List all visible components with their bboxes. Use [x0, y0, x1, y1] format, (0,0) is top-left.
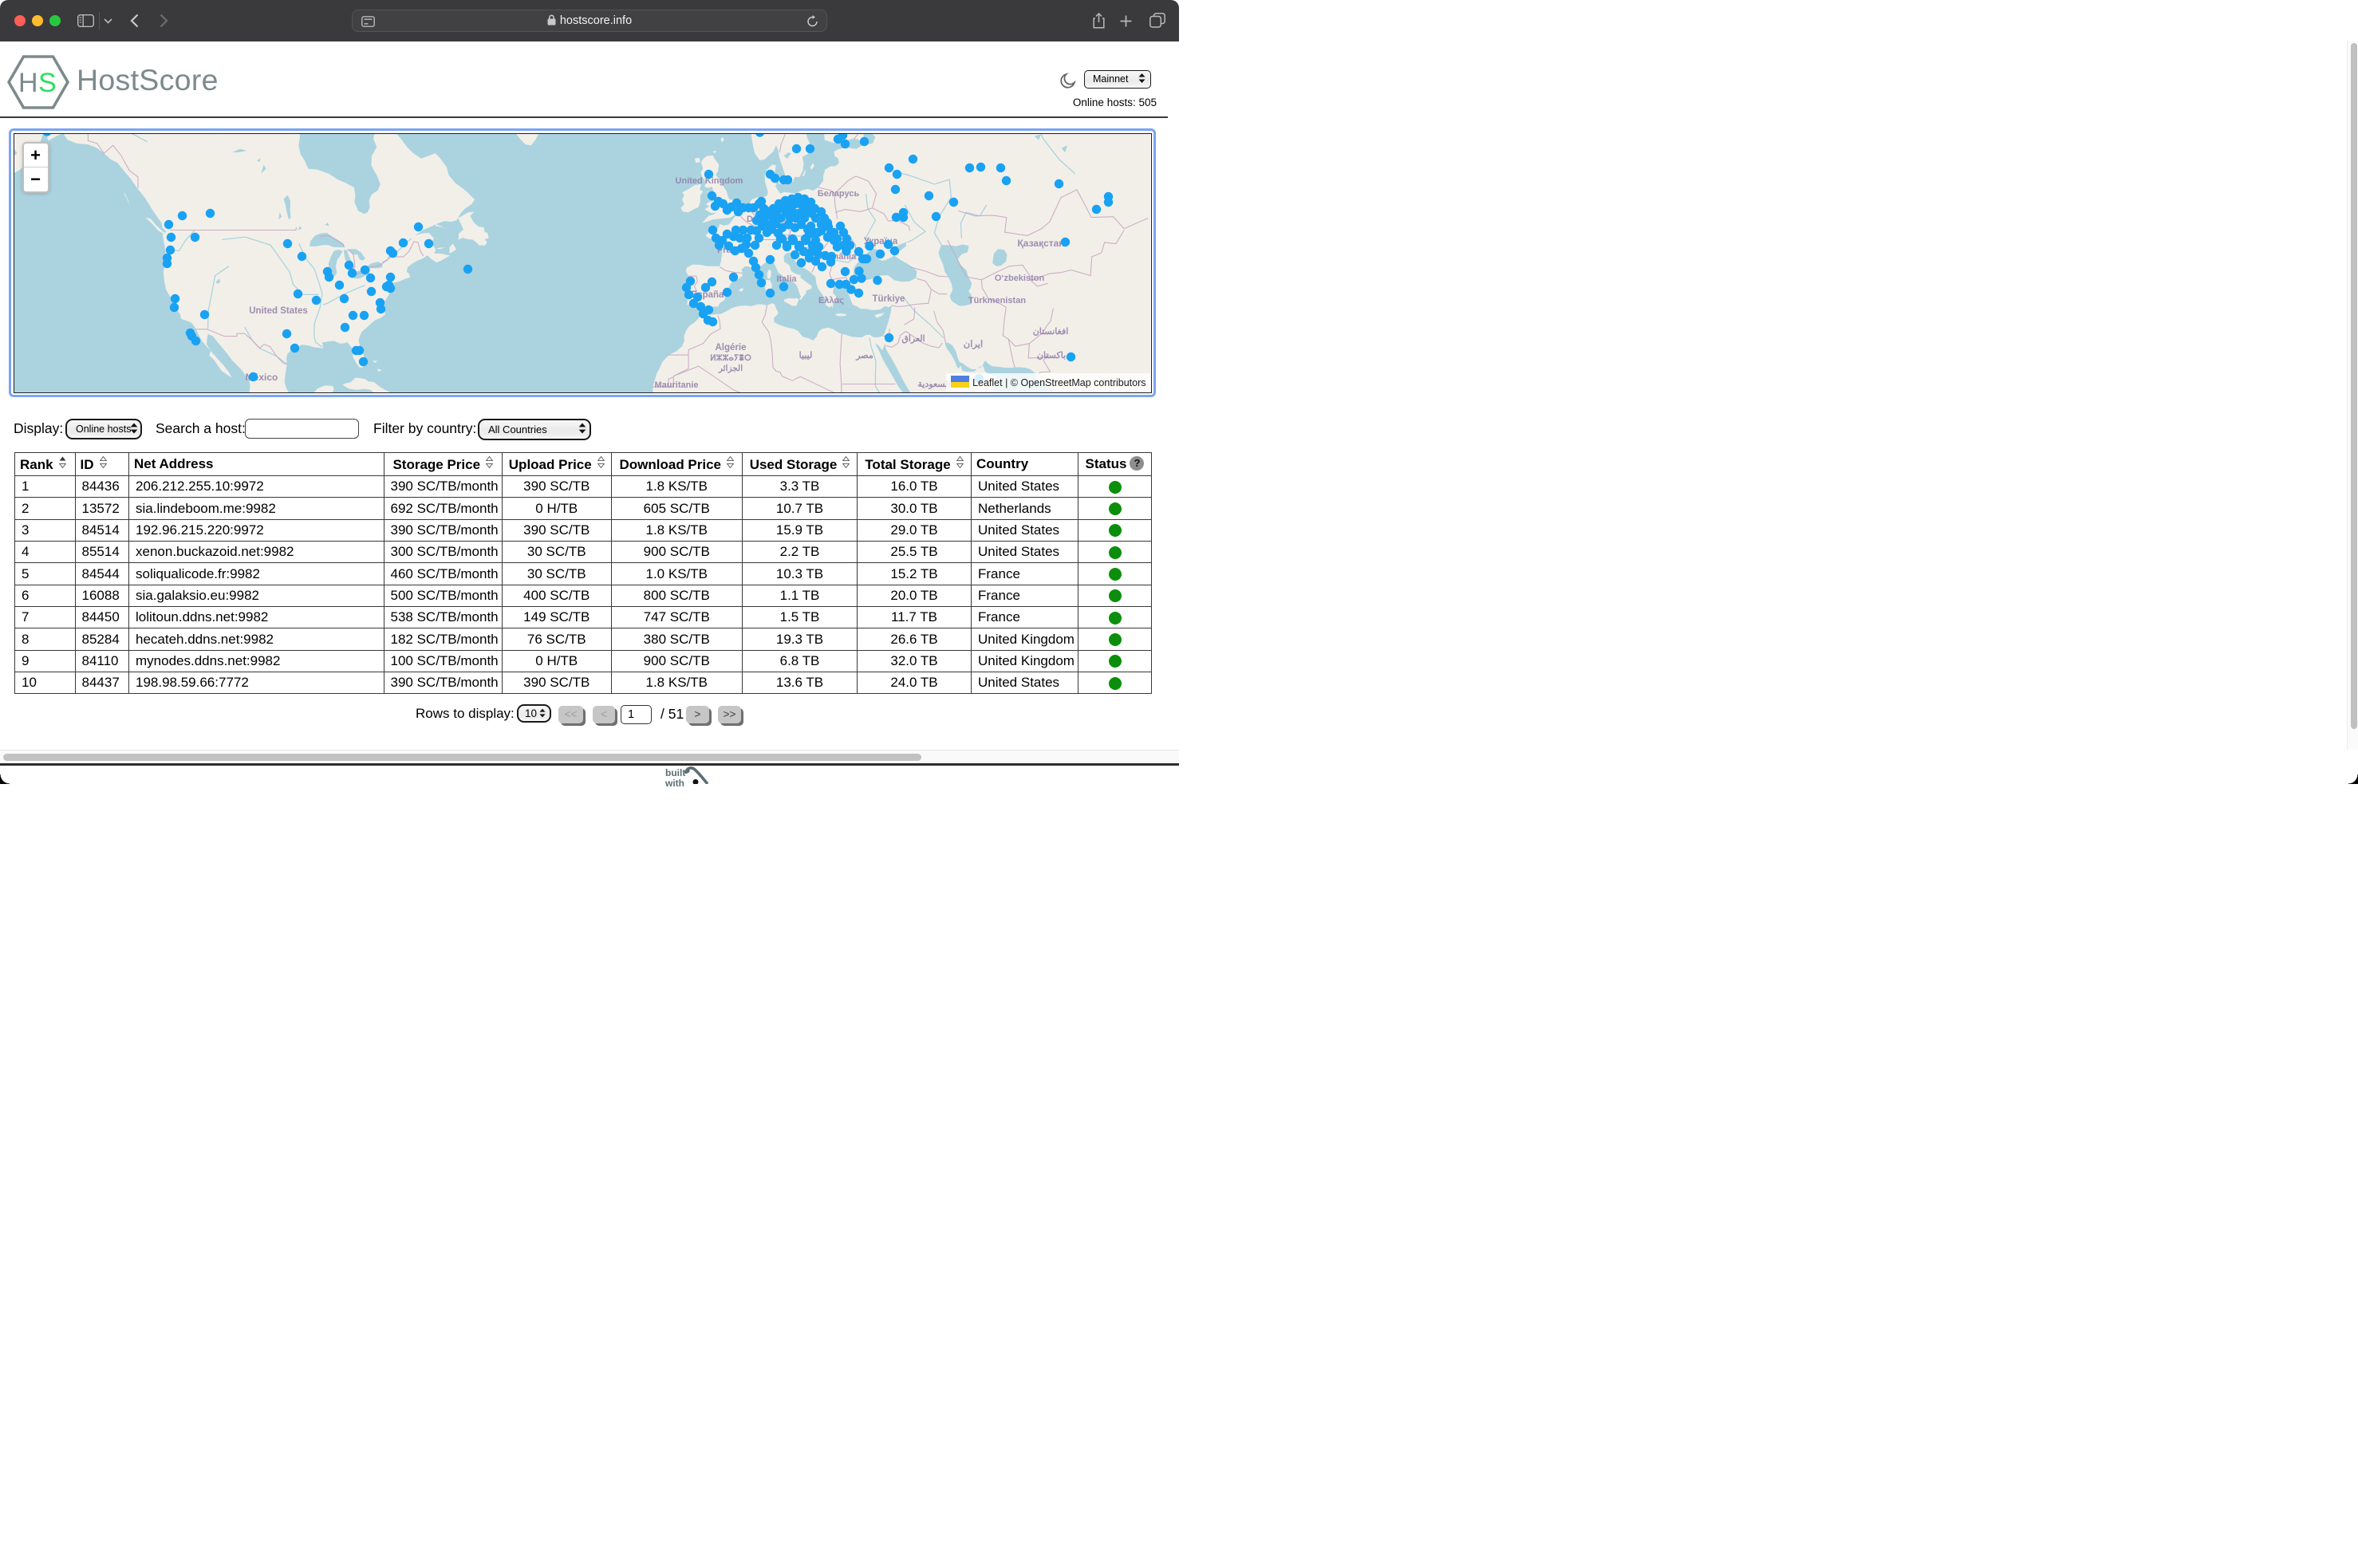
svg-text:S: S: [38, 68, 57, 98]
svg-text:افغانستان: افغانستان: [1032, 327, 1068, 337]
svg-text:السعودية: السعودية: [917, 380, 950, 389]
svg-text:United Kingdom: United Kingdom: [675, 176, 743, 186]
svg-text:H: H: [18, 68, 38, 98]
svg-text:Mauritanie: Mauritanie: [654, 380, 698, 390]
svg-text:United States: United States: [249, 306, 308, 316]
svg-text:ⵍⵣⵣⴰⵢⴻⵔ: ⵍⵣⵣⴰⵢⴻⵔ: [710, 354, 751, 363]
svg-text:Algérie: Algérie: [715, 343, 746, 353]
svg-text:العراق: العراق: [901, 334, 925, 344]
svg-text:Türkiye: Türkiye: [872, 294, 905, 304]
svg-text:الجزائر: الجزائر: [717, 364, 742, 373]
svg-text:Türkmenistan: Türkmenistan: [968, 296, 1025, 305]
svg-text:O‘zbekiston: O‘zbekiston: [994, 274, 1044, 283]
svg-text:Italia: Italia: [776, 274, 797, 284]
svg-text:مصر: مصر: [855, 351, 873, 360]
svg-text:ليبيا: ليبيا: [798, 351, 812, 360]
svg-text:Ελλάς: Ελλάς: [818, 296, 844, 305]
svg-text:Қазақстан: Қазақстан: [1017, 238, 1064, 249]
svg-text:ايران: ايران: [963, 339, 982, 350]
svg-text:باكستان: باكستان: [1036, 351, 1065, 360]
svg-text:Беларусь: Беларусь: [817, 189, 859, 199]
